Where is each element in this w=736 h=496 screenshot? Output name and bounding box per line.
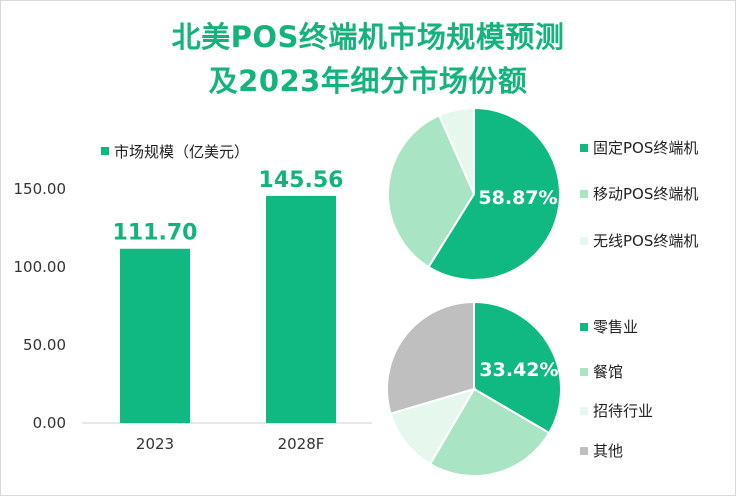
- x-tick-label-2023: 2023: [136, 435, 174, 453]
- pie2-slice-3: [386, 300, 475, 415]
- y-tick-label-1: 50.00: [23, 336, 66, 354]
- pie1-slice-2: [437, 106, 475, 195]
- pie1-legend-label-1: 移动POS终端机: [593, 185, 698, 203]
- y-tick-label-3: 150.00: [14, 180, 67, 198]
- bar-2028F: [266, 195, 336, 423]
- pie2-legend-label-3: 其他: [593, 442, 623, 460]
- y-tick-label-0: 0.00: [33, 414, 66, 432]
- pie1-legend-swatch-2: [580, 237, 588, 245]
- bar-legend-label: 市场规模（亿美元）: [114, 143, 249, 161]
- pie2-data-label-0: 33.42%: [479, 359, 558, 381]
- chart-title-line-1: 北美POS终端机市场规模预测: [171, 20, 565, 54]
- pie2-legend-swatch-1: [580, 368, 588, 376]
- bar-data-label-2023: 111.70: [113, 221, 198, 246]
- x-tick-label-2028F: 2028F: [278, 435, 325, 453]
- pie2-legend-label-1: 餐馆: [593, 363, 623, 381]
- pie1-slice-0: [427, 106, 561, 281]
- pie1-data-label-0: 58.87%: [478, 187, 557, 209]
- chart-title-line-2: 及2023年细分市场份额: [208, 64, 528, 98]
- bar-2023: [120, 248, 190, 423]
- pie2-legend-label-2: 招待行业: [593, 402, 653, 420]
- bar-data-label-2028F: 145.56: [259, 168, 344, 193]
- pie2-legend-label-0: 零售业: [593, 318, 638, 336]
- pie1-legend-label-2: 无线POS终端机: [593, 232, 698, 250]
- pie2-legend-swatch-0: [580, 323, 588, 331]
- pie2-legend-swatch-3: [580, 447, 588, 455]
- pie2-legend-swatch-2: [580, 407, 588, 415]
- pie1-legend-label-0: 固定POS终端机: [593, 139, 698, 157]
- y-tick-label-2: 100.00: [14, 258, 67, 276]
- bar-legend-swatch: [101, 147, 109, 155]
- pie1-legend-swatch-1: [580, 190, 588, 198]
- pie1-legend-swatch-0: [580, 144, 588, 152]
- pie2-slice-1: [428, 387, 551, 478]
- pie1-slice-1: [387, 114, 476, 269]
- pie2-slice-0: [473, 300, 563, 435]
